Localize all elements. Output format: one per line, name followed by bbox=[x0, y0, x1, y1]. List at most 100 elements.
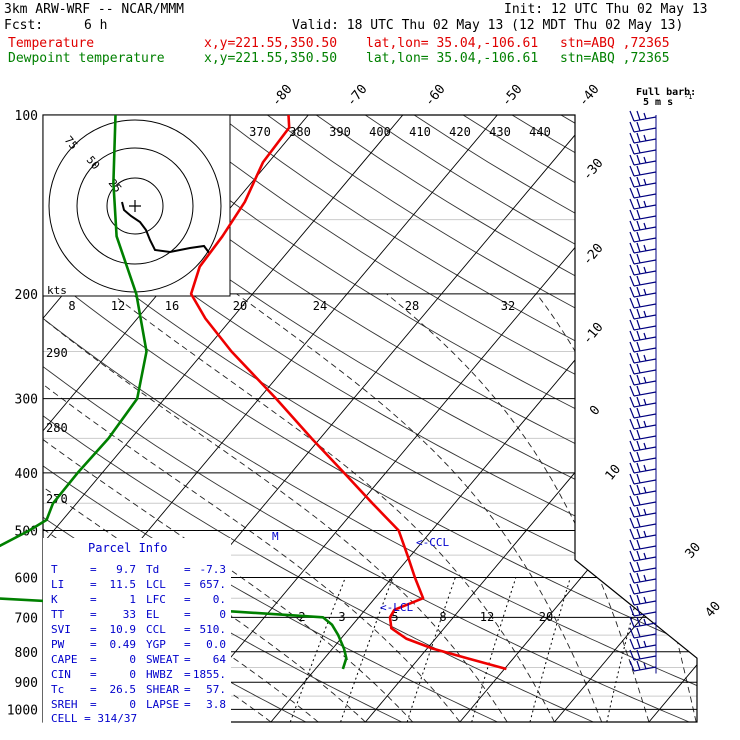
theta-label: 400 bbox=[369, 125, 391, 139]
parcel-value: 3.8 bbox=[206, 698, 226, 711]
wind-barb bbox=[629, 539, 657, 551]
wind-barb bbox=[629, 385, 657, 397]
dry-adiabat bbox=[43, 115, 697, 722]
wind-barb bbox=[629, 462, 657, 474]
isotherm bbox=[554, 115, 697, 722]
wind-barb bbox=[629, 275, 657, 287]
speed-tick-label: 28 bbox=[405, 299, 419, 313]
parcel-eq: = bbox=[184, 668, 191, 681]
isotherm-label: -40 bbox=[576, 82, 603, 110]
parcel-value: 57. bbox=[206, 683, 226, 696]
isotherm-label: -50 bbox=[499, 82, 526, 110]
wind-barb bbox=[629, 154, 657, 166]
wind-barb bbox=[629, 220, 657, 232]
barb-legend-line2: 5 m s bbox=[643, 97, 673, 108]
temperature-xy: x,y=221.55,350.50 bbox=[204, 36, 338, 51]
wind-barb bbox=[629, 605, 657, 617]
theta-label: 420 bbox=[449, 125, 471, 139]
parcel-key: LI bbox=[51, 578, 64, 591]
wind-barb bbox=[629, 341, 657, 353]
parcel-key: SWEAT bbox=[146, 653, 179, 666]
parcel-value: 64 bbox=[213, 653, 227, 666]
model-title: 3km ARW-WRF -- NCAR/MMM bbox=[4, 2, 185, 17]
parcel-eq: = bbox=[90, 593, 97, 606]
parcel-eq: = bbox=[184, 578, 191, 591]
parcel-value: 0.0 bbox=[206, 638, 226, 651]
theta-label: 430 bbox=[489, 125, 511, 139]
speed-tick-label: 20 bbox=[233, 299, 247, 313]
wind-barb bbox=[629, 253, 657, 265]
dry-adiabat bbox=[43, 115, 697, 722]
parcel-value: 1855. bbox=[193, 668, 226, 681]
parcel-value: 26.5 bbox=[110, 683, 137, 696]
wind-barb bbox=[629, 264, 657, 276]
dry-adiabat bbox=[169, 115, 697, 722]
isotherm-label: -70 bbox=[344, 82, 371, 110]
wind-barb bbox=[629, 352, 657, 364]
theta-label: 410 bbox=[409, 125, 431, 139]
parcel-eq: = bbox=[90, 683, 97, 696]
parcel-value: 0.49 bbox=[110, 638, 137, 651]
parcel-eq: = bbox=[90, 668, 97, 681]
parcel-eq: = bbox=[90, 698, 97, 711]
wind-barb bbox=[629, 495, 657, 507]
parcel-key: LAPSE bbox=[146, 698, 179, 711]
parcel-row: SREH = 0 LAPSE = 3.8 bbox=[51, 698, 226, 711]
init-time: Init: 12 UTC Thu 02 May 13 bbox=[504, 2, 708, 17]
isotherm bbox=[0, 115, 25, 722]
mixing-ratio-label: 8 bbox=[439, 610, 446, 624]
wind-barb bbox=[629, 418, 657, 430]
parcel-eq: = bbox=[90, 638, 97, 651]
parcel-row: K = 1 LFC = 0. bbox=[51, 593, 226, 606]
dewpoint-legend: Dewpoint temperature bbox=[8, 51, 165, 66]
m-marker: M bbox=[272, 530, 279, 543]
parcel-row: T = 9.7 Td = -7.3 bbox=[51, 563, 226, 576]
wind-barb bbox=[629, 143, 657, 155]
theta-label: 370 bbox=[249, 125, 271, 139]
wind-barb bbox=[629, 484, 657, 496]
wind-barb bbox=[629, 319, 657, 331]
parcel-row: Tc = 26.5 SHEAR = 57. bbox=[51, 683, 226, 696]
temperature-legend: Temperature bbox=[8, 36, 95, 51]
parcel-key: K bbox=[51, 593, 58, 606]
parcel-eq: = bbox=[90, 563, 97, 576]
parcel-eq: = bbox=[184, 608, 191, 621]
parcel-value: 0 bbox=[129, 698, 136, 711]
parcel-cell: CELL = 314/37 bbox=[51, 712, 137, 725]
speed-tick-label: 12 bbox=[111, 299, 125, 313]
parcel-eq: = bbox=[90, 653, 97, 666]
parcel-key: CCL bbox=[146, 623, 166, 636]
parcel-value: -7.3 bbox=[200, 563, 227, 576]
wind-barb bbox=[629, 187, 657, 199]
parcel-value: 0 bbox=[129, 653, 136, 666]
ccl-marker: <-CCL bbox=[416, 536, 449, 549]
wind-barb bbox=[629, 242, 657, 254]
wind-barb bbox=[629, 396, 657, 408]
mixing-ratio-label: 3 bbox=[338, 610, 345, 624]
dry-adiabat bbox=[71, 115, 697, 722]
parcel-key: LFC bbox=[146, 593, 166, 606]
mixing-ratio-line bbox=[289, 577, 346, 722]
parcel-row: CAPE = 0 SWEAT = 64 bbox=[51, 653, 226, 666]
temperature-station: stn=ABQ ,72365 bbox=[560, 36, 670, 51]
wind-barb bbox=[629, 176, 657, 188]
wind-barb bbox=[629, 616, 657, 628]
dry-adiabat bbox=[120, 115, 697, 722]
temperature-profile bbox=[189, 114, 507, 671]
hodograph-ring bbox=[76, 147, 194, 265]
isotherm-label: -60 bbox=[422, 82, 449, 110]
parcel-eq: = bbox=[184, 563, 191, 576]
temperature-latlon: lat,lon= 35.04,-106.61 bbox=[366, 36, 539, 51]
parcel-eq: = bbox=[184, 653, 191, 666]
dewpoint-station: stn=ABQ ,72365 bbox=[560, 51, 670, 66]
parcel-key: CIN bbox=[51, 668, 71, 681]
wind-barb bbox=[629, 297, 657, 309]
parcel-key: EL bbox=[146, 608, 160, 621]
dry-adiabat bbox=[43, 115, 594, 722]
dewpoint-xy: x,y=221.55,350.50 bbox=[204, 51, 338, 66]
pressure-tick-label: 700 bbox=[15, 611, 38, 626]
mixing-ratio-line bbox=[340, 577, 394, 722]
wind-barb bbox=[629, 132, 657, 144]
wind-barb bbox=[629, 627, 657, 639]
